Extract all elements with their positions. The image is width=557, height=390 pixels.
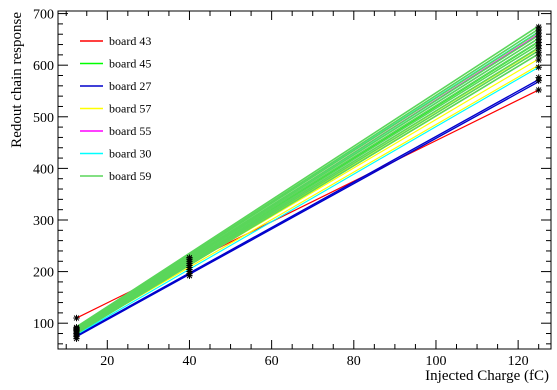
legend-label-1: board 43 bbox=[109, 34, 151, 48]
legend-label-7: board 59 bbox=[109, 169, 151, 183]
data-point-stroke bbox=[535, 74, 542, 81]
data-point-21 bbox=[535, 86, 542, 94]
series-line-3-2 bbox=[76, 79, 540, 337]
x-tick-label: 40 bbox=[182, 354, 196, 369]
data-point-stroke bbox=[535, 24, 542, 30]
y-tick-label: 700 bbox=[33, 8, 54, 23]
y-tick-label: 400 bbox=[33, 162, 54, 177]
series-line-7-2 bbox=[76, 50, 540, 334]
series-line-4-1 bbox=[76, 64, 539, 334]
y-tick-label: 300 bbox=[33, 214, 54, 229]
data-point-23 bbox=[535, 74, 542, 81]
data-point-10 bbox=[73, 314, 80, 322]
data-lines bbox=[76, 25, 540, 338]
x-tick-label: 20 bbox=[100, 354, 114, 369]
x-tick-label: 60 bbox=[265, 354, 279, 369]
series-line-7-3 bbox=[76, 46, 540, 333]
data-point-stroke bbox=[73, 324, 80, 331]
data-markers bbox=[73, 23, 542, 342]
series-line-3-1 bbox=[76, 81, 540, 338]
data-point-stroke bbox=[535, 57, 542, 63]
legend-label-5: board 55 bbox=[109, 124, 151, 138]
legend: board 43 board 45 board 27 board 57 board 55… bbox=[80, 34, 151, 183]
series-line-7-5 bbox=[76, 40, 540, 332]
data-point-9 bbox=[73, 324, 80, 331]
x-tick-label: 120 bbox=[508, 354, 529, 369]
series-line-7-4 bbox=[76, 43, 540, 333]
data-point-stroke bbox=[535, 64, 542, 71]
x-tick-label: 100 bbox=[425, 354, 446, 369]
series-line-7-7 bbox=[76, 34, 540, 331]
y-tick-label: 500 bbox=[33, 111, 54, 126]
data-point-stroke bbox=[186, 254, 193, 261]
plot-frame bbox=[57, 10, 552, 350]
y-tick-label: 100 bbox=[33, 317, 54, 332]
data-point-35 bbox=[535, 23, 542, 31]
legend-label-6: board 30 bbox=[109, 147, 151, 161]
data-point-stroke bbox=[535, 87, 542, 93]
y-axis-ticks: 100 200 300 400 500 600 700 bbox=[33, 8, 551, 345]
data-point-stroke bbox=[73, 315, 80, 321]
data-point-24 bbox=[535, 64, 542, 71]
series-line-7-9 bbox=[76, 28, 540, 329]
legend-label-2: board 45 bbox=[109, 57, 151, 71]
y-axis-label: Redout chain response bbox=[9, 12, 25, 148]
x-tick-label: 80 bbox=[347, 354, 361, 369]
x-axis-ticks: 20 40 60 80 100 120 bbox=[65, 11, 540, 369]
series-line-7-10 bbox=[76, 25, 540, 328]
legend-label-4: board 57 bbox=[109, 102, 151, 116]
legend-label-3: board 27 bbox=[109, 79, 151, 93]
data-point-20 bbox=[186, 254, 193, 261]
series-line-7-1 bbox=[76, 53, 540, 335]
y-tick-label: 600 bbox=[33, 59, 54, 74]
series-line-6-1 bbox=[76, 66, 539, 336]
y-tick-label: 200 bbox=[33, 266, 54, 281]
x-axis-label: Injected Charge (fC) bbox=[425, 368, 549, 384]
